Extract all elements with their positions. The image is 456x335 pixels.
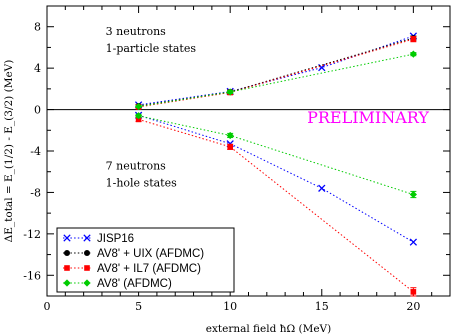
- legend: JISP16 AV8' + UIX (AFDMC) AV8' + IL7 (AFDM…: [56, 227, 235, 293]
- marker-stroke: [63, 234, 71, 242]
- legend-marker: [63, 234, 71, 242]
- series-1: [134, 111, 418, 246]
- data-point: [318, 184, 326, 192]
- data-point: [227, 144, 233, 150]
- y-tick-label: -16: [23, 269, 41, 282]
- series-6: [134, 112, 417, 199]
- legend-marker: [64, 265, 70, 271]
- series-line: [138, 114, 414, 243]
- data-point: [134, 102, 143, 111]
- y-tick-label: -12: [23, 228, 41, 241]
- series-line: [138, 115, 414, 195]
- data-point: [134, 112, 143, 120]
- preliminary-label: PRELIMINARY: [307, 108, 429, 127]
- data-point: [226, 88, 234, 96]
- data-point: [410, 36, 417, 42]
- series-5: [134, 50, 417, 111]
- x-tick-label: 0: [44, 300, 51, 313]
- annotation-line: 1-particle states: [106, 42, 197, 55]
- text-layer: external field ħΩ (MeV) ΔE_total = E_(1/2…: [3, 25, 429, 335]
- y-tick-label: 8: [34, 21, 41, 34]
- annotation-line: 3 neutrons: [106, 25, 167, 38]
- y-axis-label: ΔE_total = E_(1/2) - E_(3/2) (MeV): [3, 60, 15, 243]
- legend-label: JISP16: [97, 233, 134, 245]
- annotation-line: 7 neutrons: [106, 160, 167, 173]
- data-point: [409, 238, 418, 246]
- marker-stroke: [409, 238, 418, 246]
- data-point: [409, 190, 417, 199]
- x-axis-label: external field ħΩ (MeV): [206, 323, 332, 335]
- legend-marker: [83, 279, 91, 287]
- legend-label: AV8' + IL7 (AFDMC): [97, 263, 201, 275]
- legend-item: AV8' + IL7 (AFDMC): [63, 263, 201, 275]
- x-tick-label: 10: [223, 300, 237, 313]
- y-tick-label: -4: [30, 145, 41, 158]
- data-point: [410, 289, 417, 295]
- y-tick-label: 4: [34, 62, 41, 75]
- legend-item: JISP16: [63, 233, 134, 245]
- x-tick-label: 15: [315, 300, 329, 313]
- legend-marker: [63, 279, 71, 287]
- data-point: [226, 131, 234, 140]
- legend-label: AV8' (AFDMC): [97, 278, 172, 290]
- annotation-line: 1-hole states: [106, 177, 178, 190]
- legend-marker: [64, 250, 70, 256]
- legend-item: AV8' (AFDMC): [63, 278, 172, 290]
- x-tick-label: 20: [406, 300, 420, 313]
- y-tick-label: 0: [34, 104, 41, 117]
- legend-marker: [84, 250, 90, 256]
- x-tick-label: 5: [135, 300, 142, 313]
- legend-marker: [84, 265, 90, 271]
- marker-stroke: [318, 63, 326, 72]
- data-point: [409, 50, 417, 58]
- y-tick-label: -8: [30, 186, 41, 199]
- data-point: [135, 116, 142, 123]
- legend-item: AV8' + UIX (AFDMC): [63, 248, 204, 260]
- series-layer: [134, 32, 418, 297]
- legend-marker: [83, 234, 91, 242]
- marker-stroke: [83, 234, 91, 242]
- legend-label: AV8' + UIX (AFDMC): [97, 248, 204, 260]
- marker-stroke: [318, 184, 326, 192]
